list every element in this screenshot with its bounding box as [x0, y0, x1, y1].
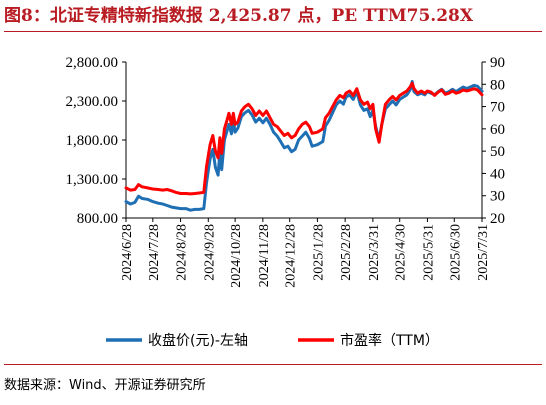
legend: 收盘价(元)-左轴 市盈率（TTM） — [106, 332, 439, 349]
right-tick-label: 60 — [490, 122, 505, 138]
x-tick-label: 2025/6/30 — [448, 224, 463, 281]
left-tick-label: 2,300.00 — [66, 94, 119, 110]
right-tick-label: 40 — [490, 166, 505, 182]
right-tick-label: 80 — [490, 77, 505, 93]
right-tick-label: 90 — [490, 55, 505, 71]
x-tick-label: 2025/2/28 — [339, 224, 354, 281]
x-tick-label: 2024/9/28 — [202, 224, 217, 281]
source-divider — [4, 364, 542, 365]
legend-label: 收盘价(元)-左轴 — [148, 332, 248, 349]
x-tick-label: 2025/5/31 — [421, 224, 436, 281]
x-tick-label: 2024/6/28 — [120, 224, 135, 281]
right-axis-ticks: 90 80 70 60 50 40 30 20 — [482, 55, 505, 227]
series-line-pe-ttm — [124, 81, 484, 196]
x-axis-ticks: 2024/6/28 2024/7/28 2024/8/28 2024/9/28 2024… — [120, 218, 491, 288]
right-tick-label: 50 — [490, 144, 505, 160]
left-tick-label: 2,800.00 — [66, 55, 119, 71]
title-divider — [4, 31, 542, 32]
line-chart: 2,800.00 2,300.00 1,800.00 1,300.00 800.00 9… — [66, 55, 506, 349]
right-tick-label: 20 — [490, 211, 505, 227]
x-tick-label: 2024/11/28 — [257, 224, 272, 287]
x-tick-label: 2024/8/28 — [175, 224, 190, 281]
legend-label: 市盈率（TTM） — [340, 332, 439, 349]
x-tick-label: 2025/7/31 — [476, 224, 491, 281]
series-lines — [124, 80, 484, 212]
right-tick-label: 30 — [490, 189, 505, 205]
x-tick-label: 2024/10/28 — [229, 224, 244, 288]
right-tick-label: 70 — [490, 100, 505, 116]
left-tick-label: 1,800.00 — [66, 133, 119, 149]
left-axis-ticks: 2,800.00 2,300.00 1,800.00 1,300.00 800.00 — [66, 55, 126, 227]
x-tick-label: 2025/1/28 — [311, 224, 326, 281]
source-note: 数据来源：Wind、开源证券研究所 — [4, 378, 206, 393]
left-tick-label: 1,300.00 — [66, 172, 119, 188]
x-tick-label: 2025/3/31 — [367, 224, 382, 281]
left-tick-label: 800.00 — [77, 211, 118, 227]
series-line-index-close — [124, 80, 484, 212]
figure-title: 图8：北证专精特新指数报 2,425.87 点，PE TTM75.28X — [4, 6, 474, 26]
x-tick-label: 2024/7/28 — [147, 224, 162, 281]
x-tick-label: 2024/12/28 — [284, 224, 299, 288]
x-tick-label: 2025/4/30 — [394, 224, 409, 281]
